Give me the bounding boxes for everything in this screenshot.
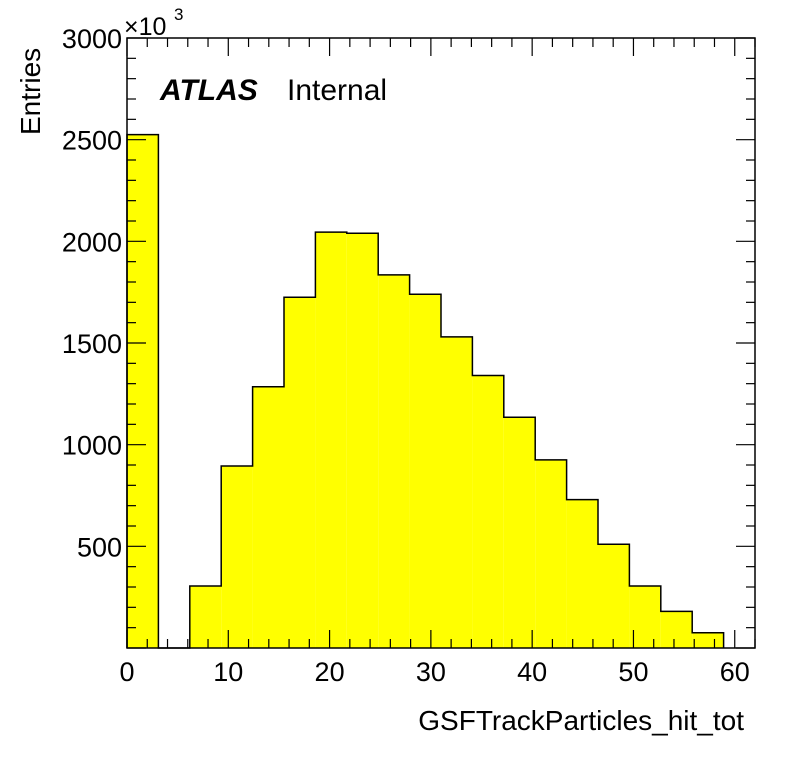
atlas-label: ATLAS [159, 74, 258, 107]
histogram-bar [189, 585, 222, 648]
y-tick-label: 1000 [62, 431, 122, 461]
y-axis-title: Entries [15, 48, 46, 135]
histogram-bar [660, 611, 693, 648]
x-tick-label: 30 [416, 657, 446, 687]
histogram-bar [127, 134, 159, 649]
x-tick-label: 10 [213, 657, 243, 687]
histogram-bars [127, 134, 724, 649]
histogram-bar [252, 386, 284, 648]
x-tick-label: 40 [517, 657, 547, 687]
histogram-bar [315, 232, 347, 648]
histogram-bar [503, 417, 536, 648]
x-tick-label: 50 [618, 657, 648, 687]
histogram-bar [566, 499, 598, 648]
x-tick-label: 0 [119, 657, 134, 687]
axis-tick-labels: 0 10 20 30 40 50 60 500 1000 1500 2000 2500 3000 [62, 24, 750, 687]
y-tick-label: 1500 [62, 329, 122, 359]
histogram-bar [472, 375, 504, 648]
histogram-bar [441, 336, 473, 648]
histogram-bar [346, 233, 379, 648]
y-tick-label: 2000 [62, 227, 122, 257]
x-tick-label: 60 [720, 657, 750, 687]
internal-label: Internal [287, 74, 387, 107]
histogram-outline [126, 133, 725, 649]
y-tick-label: 3000 [62, 24, 122, 54]
y-scale-exponent: 3 [174, 5, 183, 24]
y-tick-label: 2500 [62, 126, 122, 156]
axis-ticks [126, 37, 756, 649]
histogram-bar [692, 632, 724, 648]
x-tick-label: 20 [315, 657, 345, 687]
histogram-bar [629, 585, 661, 648]
histogram-bar [535, 459, 567, 648]
y-scale-factor: ×10 [124, 13, 166, 41]
histogram-bar [221, 466, 253, 648]
histogram-bar [284, 297, 316, 648]
histogram-bar [378, 274, 410, 648]
histogram-bar [598, 544, 630, 648]
histogram-bar [409, 294, 441, 648]
y-tick-label: 500 [77, 532, 122, 562]
x-axis-title: GSFTrackParticles_hit_tot [418, 705, 744, 736]
